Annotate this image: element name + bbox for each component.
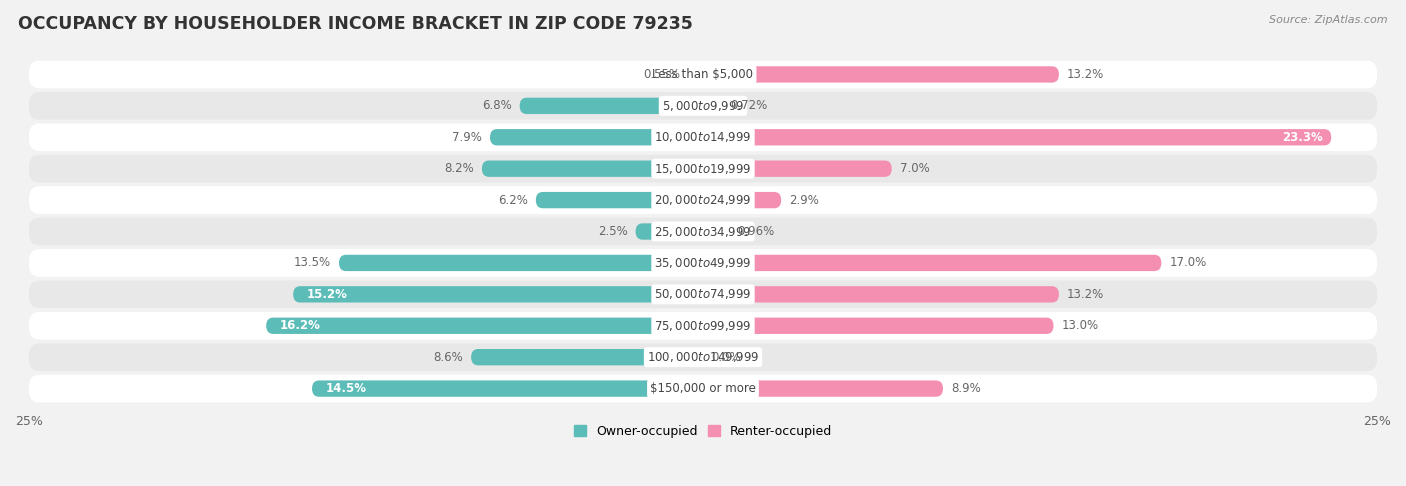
Text: 0.72%: 0.72% — [731, 99, 768, 112]
FancyBboxPatch shape — [30, 123, 1376, 151]
Text: Source: ZipAtlas.com: Source: ZipAtlas.com — [1270, 15, 1388, 25]
Text: OCCUPANCY BY HOUSEHOLDER INCOME BRACKET IN ZIP CODE 79235: OCCUPANCY BY HOUSEHOLDER INCOME BRACKET … — [18, 15, 693, 33]
FancyBboxPatch shape — [703, 192, 782, 208]
FancyBboxPatch shape — [688, 66, 703, 83]
FancyBboxPatch shape — [703, 381, 943, 397]
Text: 17.0%: 17.0% — [1170, 257, 1206, 269]
Text: 0.55%: 0.55% — [643, 68, 681, 81]
Text: $50,000 to $74,999: $50,000 to $74,999 — [654, 287, 752, 301]
Text: 15.2%: 15.2% — [307, 288, 347, 301]
FancyBboxPatch shape — [30, 249, 1376, 277]
FancyBboxPatch shape — [30, 375, 1376, 402]
Text: $20,000 to $24,999: $20,000 to $24,999 — [654, 193, 752, 207]
Text: 13.5%: 13.5% — [294, 257, 330, 269]
Text: $75,000 to $99,999: $75,000 to $99,999 — [654, 319, 752, 333]
Text: 0.96%: 0.96% — [737, 225, 775, 238]
Text: 7.9%: 7.9% — [453, 131, 482, 144]
FancyBboxPatch shape — [30, 343, 1376, 371]
FancyBboxPatch shape — [520, 98, 703, 114]
FancyBboxPatch shape — [703, 255, 1161, 271]
Text: 6.2%: 6.2% — [498, 193, 527, 207]
FancyBboxPatch shape — [30, 186, 1376, 214]
FancyBboxPatch shape — [30, 280, 1376, 308]
FancyBboxPatch shape — [636, 224, 703, 240]
Text: 8.6%: 8.6% — [433, 351, 463, 364]
FancyBboxPatch shape — [703, 129, 1331, 145]
Text: $5,000 to $9,999: $5,000 to $9,999 — [662, 99, 744, 113]
FancyBboxPatch shape — [703, 66, 1059, 83]
Text: 6.8%: 6.8% — [482, 99, 512, 112]
Text: $35,000 to $49,999: $35,000 to $49,999 — [654, 256, 752, 270]
Text: 23.3%: 23.3% — [1282, 131, 1323, 144]
Text: 13.2%: 13.2% — [1067, 68, 1104, 81]
Legend: Owner-occupied, Renter-occupied: Owner-occupied, Renter-occupied — [568, 420, 838, 443]
FancyBboxPatch shape — [703, 98, 723, 114]
Text: $100,000 to $149,999: $100,000 to $149,999 — [647, 350, 759, 364]
Text: $15,000 to $19,999: $15,000 to $19,999 — [654, 162, 752, 176]
FancyBboxPatch shape — [30, 61, 1376, 88]
FancyBboxPatch shape — [703, 286, 1059, 302]
Text: 7.0%: 7.0% — [900, 162, 929, 175]
Text: 2.5%: 2.5% — [598, 225, 627, 238]
FancyBboxPatch shape — [30, 312, 1376, 340]
Text: $150,000 or more: $150,000 or more — [650, 382, 756, 395]
FancyBboxPatch shape — [482, 160, 703, 177]
FancyBboxPatch shape — [266, 317, 703, 334]
Text: 0.0%: 0.0% — [711, 351, 741, 364]
FancyBboxPatch shape — [30, 218, 1376, 245]
Text: 14.5%: 14.5% — [326, 382, 367, 395]
FancyBboxPatch shape — [703, 317, 1053, 334]
Text: Less than $5,000: Less than $5,000 — [652, 68, 754, 81]
Text: 16.2%: 16.2% — [280, 319, 321, 332]
FancyBboxPatch shape — [30, 92, 1376, 120]
Text: 13.2%: 13.2% — [1067, 288, 1104, 301]
Text: $25,000 to $34,999: $25,000 to $34,999 — [654, 225, 752, 239]
FancyBboxPatch shape — [471, 349, 703, 365]
FancyBboxPatch shape — [703, 224, 728, 240]
FancyBboxPatch shape — [703, 160, 891, 177]
Text: 8.2%: 8.2% — [444, 162, 474, 175]
FancyBboxPatch shape — [491, 129, 703, 145]
FancyBboxPatch shape — [536, 192, 703, 208]
FancyBboxPatch shape — [294, 286, 703, 302]
Text: 13.0%: 13.0% — [1062, 319, 1098, 332]
Text: 8.9%: 8.9% — [950, 382, 981, 395]
Text: $10,000 to $14,999: $10,000 to $14,999 — [654, 130, 752, 144]
Text: 2.9%: 2.9% — [789, 193, 820, 207]
FancyBboxPatch shape — [339, 255, 703, 271]
FancyBboxPatch shape — [312, 381, 703, 397]
FancyBboxPatch shape — [30, 155, 1376, 183]
